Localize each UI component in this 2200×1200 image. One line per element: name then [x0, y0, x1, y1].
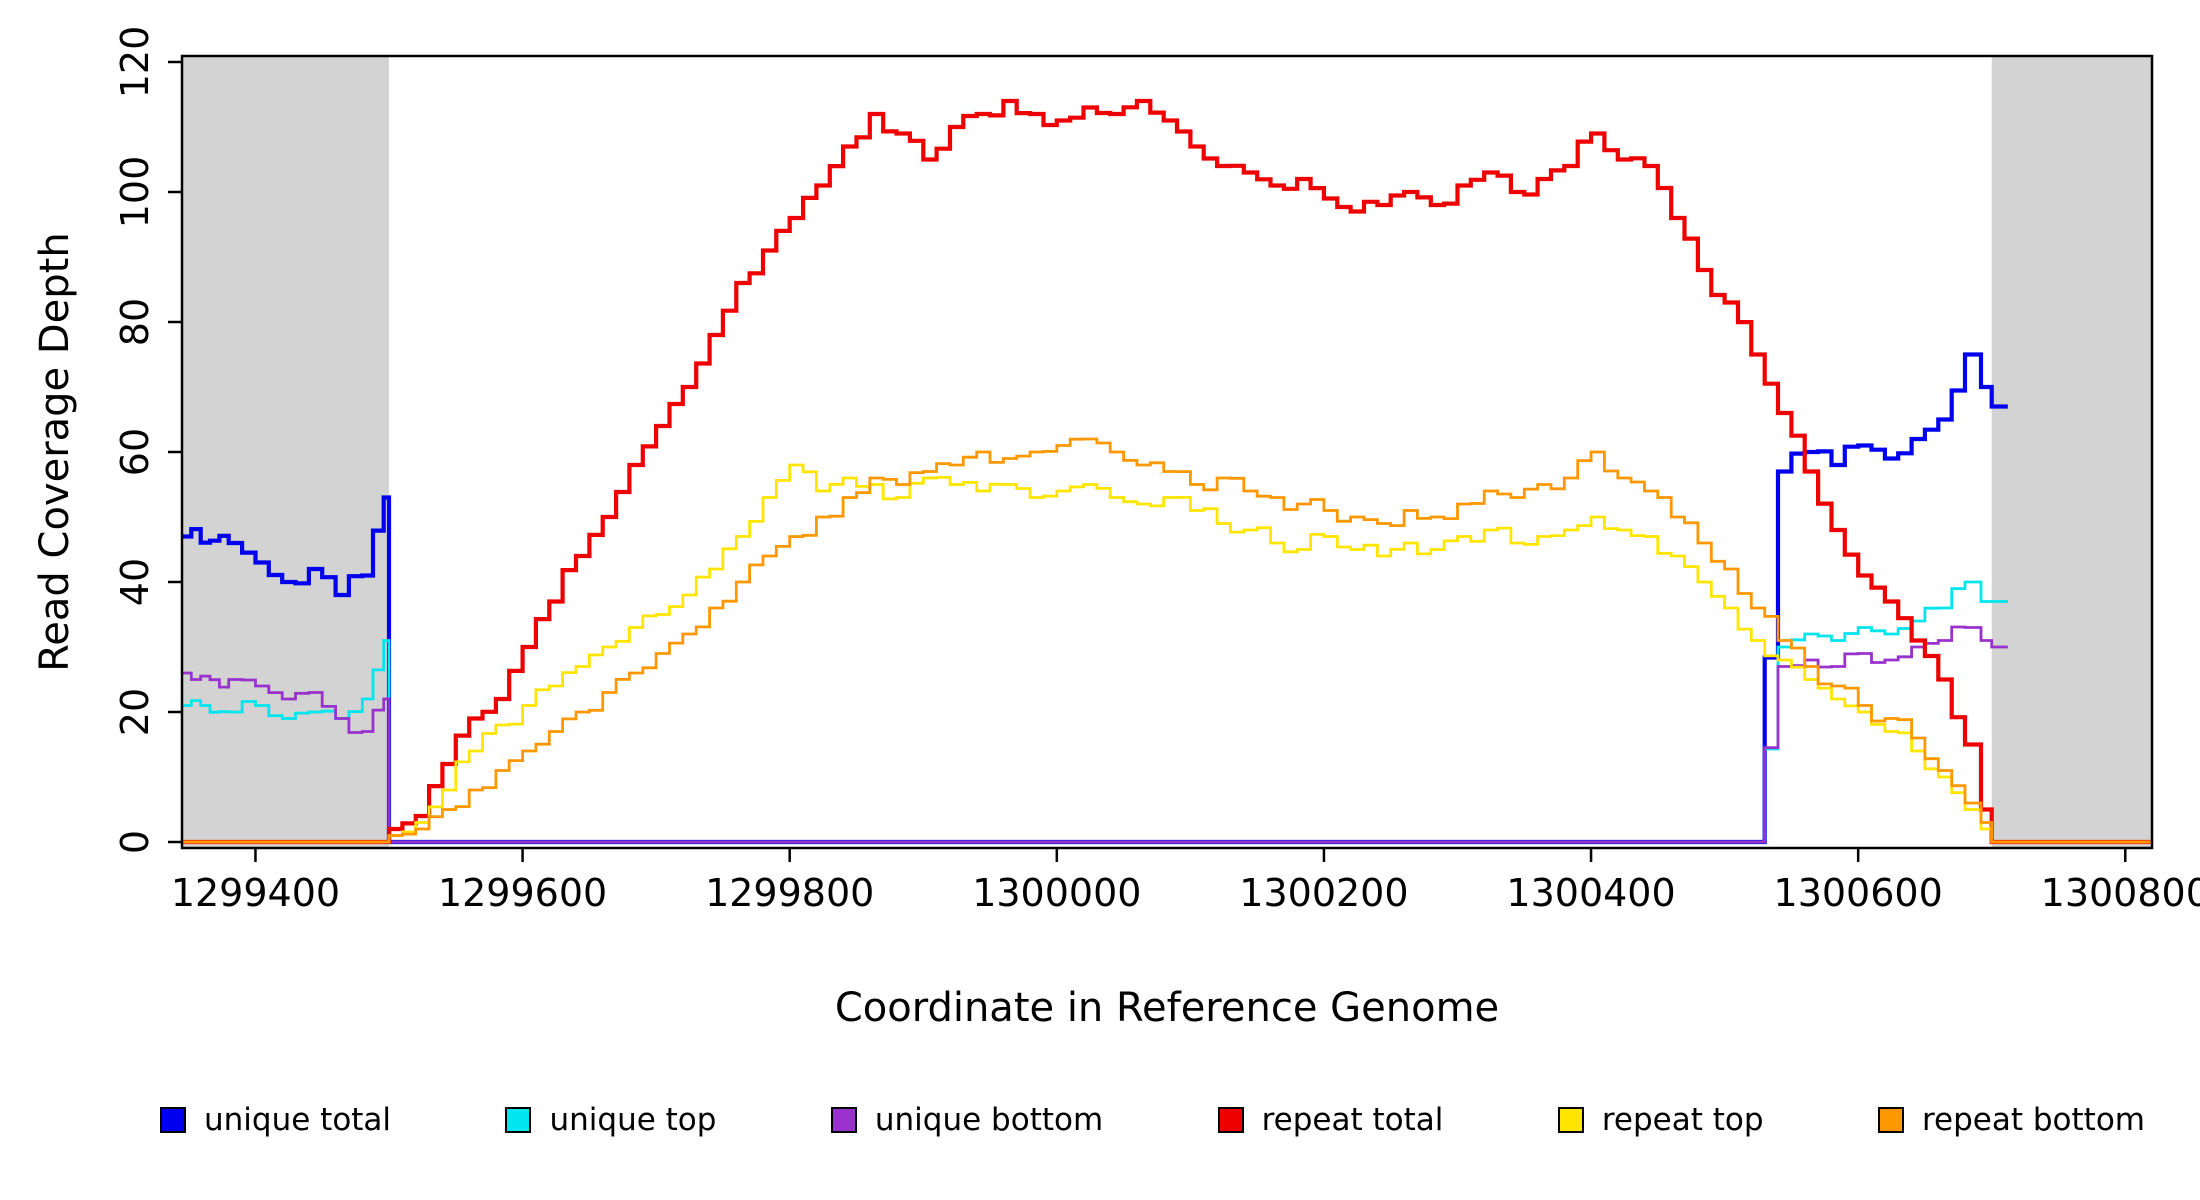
- legend-label: repeat total: [1261, 1102, 1444, 1138]
- y-tick-label: 20: [113, 688, 157, 736]
- y-tick-label: 100: [113, 156, 157, 229]
- legend-item-unique-top: unique top: [505, 1102, 716, 1138]
- legend-swatch-repeat-bottom: [1877, 1107, 1904, 1133]
- y-tick-label: 120: [113, 26, 157, 99]
- legend-item-repeat-total: repeat total: [1217, 1102, 1444, 1138]
- y-axis-title: Read Coverage Depth: [32, 232, 78, 672]
- legend-item-repeat-top: repeat top: [1557, 1102, 1764, 1138]
- legend-label: unique bottom: [874, 1102, 1104, 1138]
- legend-swatch-repeat-total: [1217, 1107, 1244, 1133]
- series-line-repeat-bottom: [182, 437, 2152, 844]
- legend-label: unique top: [549, 1102, 717, 1138]
- shaded-region: [1991, 56, 2152, 848]
- legend-label: unique total: [204, 1102, 392, 1138]
- legend-item-unique-total: unique total: [160, 1102, 391, 1138]
- x-tick-label: 1300200: [1239, 871, 1408, 915]
- y-tick-label: 80: [113, 298, 157, 346]
- legend-label: repeat top: [1601, 1102, 1764, 1138]
- legend-item-repeat-bottom: repeat bottom: [1877, 1102, 2145, 1138]
- shaded-region: [182, 56, 390, 848]
- legend-swatch-unique-top: [505, 1107, 532, 1133]
- legend-label: repeat bottom: [1921, 1102, 2145, 1138]
- series-line-repeat-total: [182, 98, 2152, 845]
- x-tick-label: 1299800: [705, 871, 874, 915]
- y-tick-label: 0: [113, 830, 157, 854]
- x-tick-label: 1299600: [438, 871, 607, 915]
- x-tick-label: 1300800: [2041, 871, 2200, 915]
- series-line-repeat-top: [182, 463, 2152, 844]
- x-tick-label: 1299400: [171, 871, 340, 915]
- legend-swatch-unique-total: [160, 1107, 186, 1133]
- y-tick-label: 60: [113, 428, 157, 476]
- legend-item-unique-bottom: unique bottom: [830, 1102, 1104, 1138]
- plot-box: [180, 54, 2154, 850]
- legend: unique total unique top unique bottom repea…: [160, 1095, 2145, 1145]
- x-tick-label: 1300000: [972, 871, 1141, 915]
- x-axis-title: Coordinate in Reference Genome: [834, 985, 1500, 1031]
- y-tick-label: 40: [113, 558, 157, 606]
- legend-swatch-repeat-top: [1557, 1107, 1584, 1133]
- series-line-unique-top: [182, 580, 2008, 844]
- x-tick-label: 1300600: [1774, 871, 1943, 915]
- x-tick-label: 1300400: [1506, 871, 1675, 915]
- legend-swatch-unique-bottom: [830, 1107, 857, 1133]
